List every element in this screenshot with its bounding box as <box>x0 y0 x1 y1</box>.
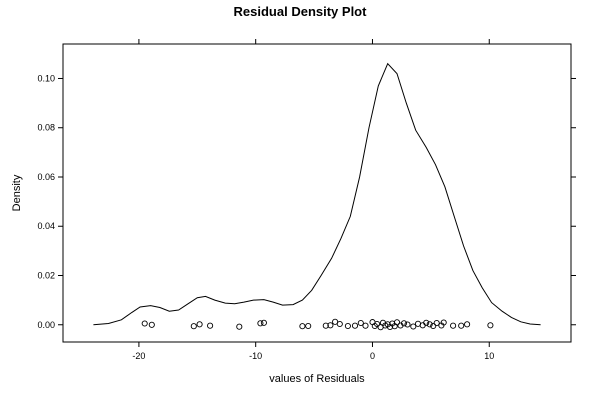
y-tick-label: 0.06 <box>37 172 55 182</box>
residual-point <box>196 321 203 328</box>
residual-points <box>141 318 494 331</box>
residual-point <box>322 322 329 329</box>
x-tick-label: -20 <box>132 351 145 361</box>
density-curve <box>93 62 541 326</box>
residual-point <box>336 320 343 328</box>
residual-point <box>430 322 437 330</box>
residual-point <box>305 322 312 330</box>
residual-point <box>236 323 243 330</box>
residual-point <box>148 321 155 328</box>
y-axis-label: Density <box>11 174 23 211</box>
x-tick-label: 0 <box>370 351 375 361</box>
residual-point <box>357 319 364 327</box>
y-tick-label: 0.02 <box>37 271 55 281</box>
x-axis-label: values of Residuals <box>269 373 365 385</box>
residual-point <box>410 323 417 330</box>
residual-point <box>450 322 457 329</box>
axis-ticks <box>58 39 576 347</box>
residual-point <box>374 320 381 328</box>
x-tick-label: -10 <box>249 351 262 361</box>
residual-point <box>426 321 433 328</box>
residual-point <box>440 319 447 326</box>
residual-point <box>362 322 369 329</box>
y-tick-label: 0.00 <box>37 320 55 330</box>
y-tick-label: 0.08 <box>37 123 55 133</box>
axis-tick-labels: -20 -10 0 10 0.00 0.02 0.04 0.06 0.08 0.10 <box>37 73 494 361</box>
residual-point <box>344 322 351 330</box>
residual-point <box>141 320 148 327</box>
residual-point <box>433 319 440 327</box>
residual-point <box>257 320 264 327</box>
y-tick-label: 0.10 <box>37 73 55 83</box>
residual-point <box>393 319 401 326</box>
residual-point <box>464 321 471 328</box>
y-tick-label: 0.04 <box>37 221 55 231</box>
residual-point <box>207 322 214 329</box>
residual-point <box>327 322 334 329</box>
plot-frame <box>62 43 572 343</box>
chart-title: Residual Density Plot <box>234 4 368 19</box>
residual-point <box>190 323 197 330</box>
x-tick-label: 10 <box>484 351 494 361</box>
residual-point <box>404 321 411 328</box>
residual-point <box>260 319 267 326</box>
residual-point <box>487 322 494 329</box>
residual-point <box>299 323 306 330</box>
residual-point <box>400 320 408 327</box>
residual-point <box>423 319 430 326</box>
residual-point <box>351 322 359 329</box>
residual-point <box>458 322 465 329</box>
